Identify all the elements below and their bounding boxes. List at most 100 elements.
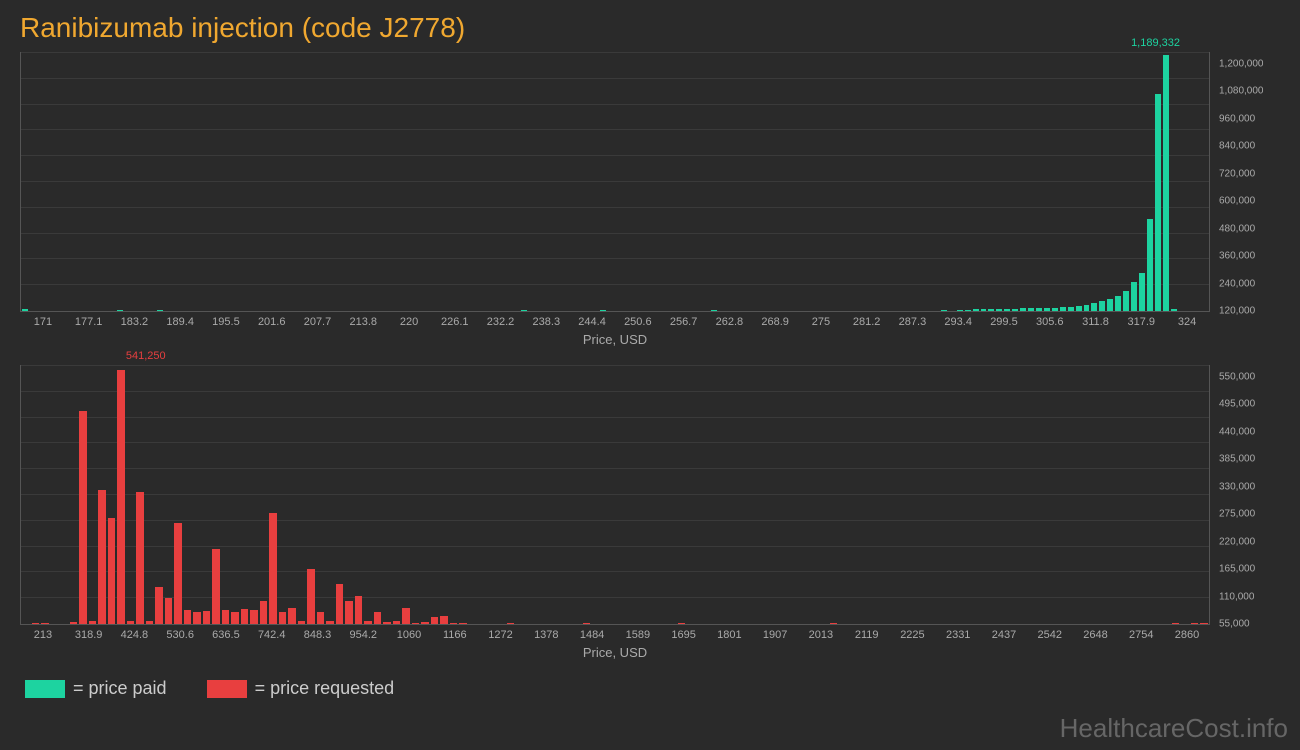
- y-tick: 385,000: [1214, 454, 1279, 465]
- bar: [250, 610, 258, 624]
- bar: [41, 623, 49, 624]
- x-tick: 318.9: [66, 629, 112, 641]
- requested-chart-area: 55,000110,000165,000220,000275,000330,00…: [20, 365, 1210, 625]
- bar: [1084, 305, 1090, 311]
- x-tick: 317.9: [1118, 316, 1164, 328]
- y-tick: 480,000: [1214, 223, 1279, 234]
- bar: [1139, 273, 1145, 311]
- x-tick: 424.8: [112, 629, 158, 641]
- bar: [117, 370, 125, 624]
- x-tick: 195.5: [203, 316, 249, 328]
- x-tick: 2331: [935, 629, 981, 641]
- bar: [212, 549, 220, 624]
- bar: [108, 518, 116, 624]
- bar: [600, 310, 606, 311]
- bar: [317, 612, 325, 624]
- x-tick: 299.5: [981, 316, 1027, 328]
- bar: [973, 309, 979, 311]
- page-title: Ranibizumab injection (code J2778): [0, 0, 1300, 52]
- y-tick: 240,000: [1214, 278, 1279, 289]
- bar: [1004, 309, 1010, 311]
- bar: [1028, 308, 1034, 311]
- legend-requested: = price requested: [207, 678, 395, 699]
- y-tick: 550,000: [1214, 372, 1279, 383]
- bar: [711, 310, 717, 311]
- x-tick: 2119: [844, 629, 890, 641]
- bar: [1020, 308, 1026, 311]
- bar: [70, 622, 78, 624]
- x-tick: 207.7: [295, 316, 341, 328]
- bar: [355, 596, 363, 624]
- bar: [1091, 303, 1097, 311]
- bar: [157, 310, 163, 311]
- bar: [1052, 308, 1058, 311]
- x-tick: 293.4: [935, 316, 981, 328]
- bar: [1123, 291, 1129, 311]
- bar: [184, 610, 192, 624]
- bar: [1200, 623, 1208, 624]
- bar: [32, 623, 40, 624]
- x-tick: 189.4: [157, 316, 203, 328]
- x-tick: 213: [20, 629, 66, 641]
- bar: [830, 623, 838, 624]
- y-tick: 165,000: [1214, 564, 1279, 575]
- requested-x-axis-label: Price, USD: [20, 645, 1210, 660]
- bar: [241, 609, 249, 624]
- watermark: HealthcareCost.info: [1060, 713, 1288, 744]
- bar: [450, 623, 458, 624]
- bar: [174, 523, 182, 624]
- x-tick: 324: [1164, 316, 1210, 328]
- bar: [1191, 623, 1199, 624]
- bar: [231, 612, 239, 624]
- bar: [146, 621, 154, 624]
- x-tick: 232.2: [478, 316, 524, 328]
- y-tick: 110,000: [1214, 591, 1279, 602]
- bar: [421, 622, 429, 624]
- paid-peak-label: 1,189,332: [1131, 37, 1180, 49]
- bar: [412, 623, 420, 624]
- x-tick: 183.2: [112, 316, 158, 328]
- bar: [1131, 282, 1137, 311]
- x-tick: 1695: [661, 629, 707, 641]
- bar: [1172, 623, 1180, 624]
- requested-peak-label: 541,250: [126, 350, 166, 362]
- bar: [155, 587, 163, 624]
- bar: [1099, 301, 1105, 311]
- y-tick: 330,000: [1214, 481, 1279, 492]
- x-tick: 636.5: [203, 629, 249, 641]
- bar: [1171, 309, 1177, 311]
- bar: [957, 310, 963, 311]
- bar: [1115, 296, 1121, 311]
- x-tick: 238.3: [523, 316, 569, 328]
- x-tick: 1801: [706, 629, 752, 641]
- y-tick: 275,000: [1214, 509, 1279, 520]
- y-tick: 440,000: [1214, 426, 1279, 437]
- y-tick: 720,000: [1214, 168, 1279, 179]
- bar: [1060, 307, 1066, 311]
- bar: [269, 513, 277, 624]
- bar: [981, 309, 987, 311]
- x-tick: 262.8: [706, 316, 752, 328]
- x-tick: 256.7: [661, 316, 707, 328]
- legend-paid: = price paid: [25, 678, 167, 699]
- bar: [364, 621, 372, 624]
- bar: [1155, 94, 1161, 311]
- bar: [89, 621, 97, 624]
- x-tick: 1378: [523, 629, 569, 641]
- y-tick: 960,000: [1214, 113, 1279, 124]
- x-tick: 954.2: [340, 629, 386, 641]
- requested-chart: 55,000110,000165,000220,000275,000330,00…: [20, 365, 1280, 660]
- y-tick: 840,000: [1214, 141, 1279, 152]
- x-tick: 742.4: [249, 629, 295, 641]
- bar: [1107, 299, 1113, 311]
- legend-requested-label: = price requested: [255, 678, 395, 699]
- x-tick: 2648: [1073, 629, 1119, 641]
- x-tick: 287.3: [890, 316, 936, 328]
- paid-x-axis-label: Price, USD: [20, 332, 1210, 347]
- bar: [1044, 308, 1050, 311]
- paid-chart: 120,000240,000360,000480,000600,000720,0…: [20, 52, 1280, 347]
- x-tick: 220: [386, 316, 432, 328]
- bar: [136, 492, 144, 624]
- x-tick: 244.4: [569, 316, 615, 328]
- bar: [521, 310, 527, 311]
